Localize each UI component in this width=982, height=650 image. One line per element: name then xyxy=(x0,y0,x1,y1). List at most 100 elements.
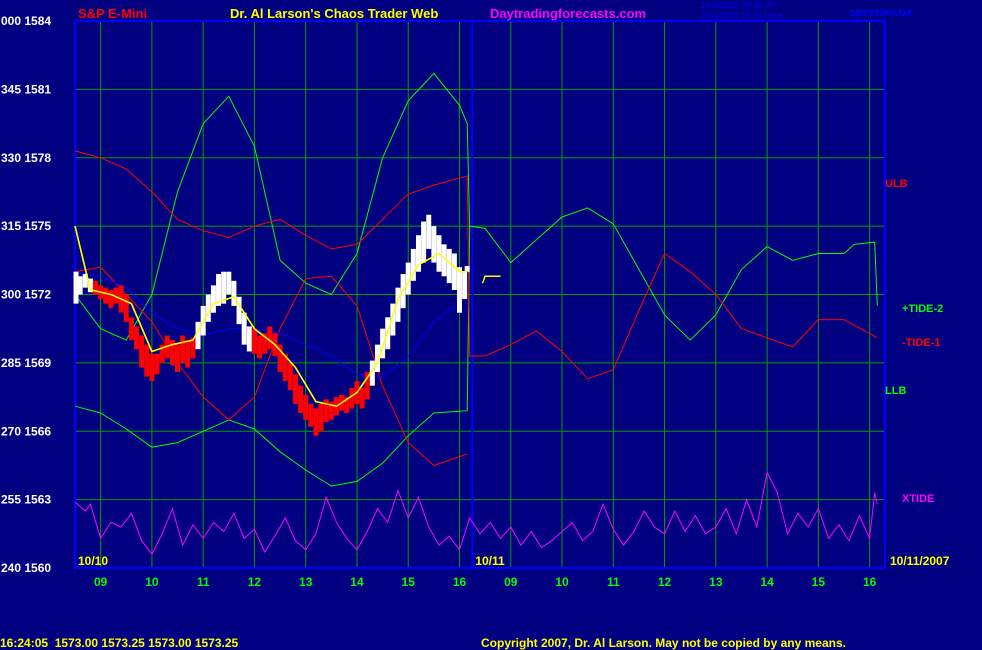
price-bar xyxy=(236,296,242,325)
price-bar xyxy=(405,262,411,295)
price-bar xyxy=(446,248,452,284)
price-bar xyxy=(108,289,114,309)
price-bar xyxy=(328,401,334,420)
price-bar xyxy=(251,328,257,354)
price-bar xyxy=(205,294,211,322)
price-bar xyxy=(231,280,237,306)
price-bar xyxy=(144,344,150,377)
y-tick-label: 330 1578 xyxy=(1,151,51,165)
label-xtide: XTIDE xyxy=(902,493,934,505)
x-tick-label: 16 xyxy=(863,575,877,589)
price-bar xyxy=(128,317,134,341)
x-tick-label: 12 xyxy=(658,575,672,589)
copyright-notice: Copyright 2007, Dr. Al Larson. May not b… xyxy=(481,636,846,650)
chart-title: Dr. Al Larson's Chaos Trader Web xyxy=(230,6,438,21)
x-tick-label: 10 xyxy=(555,575,569,589)
price-bar xyxy=(374,344,380,372)
price-bar xyxy=(175,344,181,372)
y-tick-label: 285 1569 xyxy=(1,356,51,370)
price-bar xyxy=(190,337,196,359)
price-bar xyxy=(395,287,401,322)
price-bar xyxy=(298,385,304,414)
series-avg_blue xyxy=(74,271,468,378)
price-bar xyxy=(421,221,427,263)
date-label-start: 10/10 xyxy=(78,554,108,568)
price-bar xyxy=(134,326,140,350)
price-bar xyxy=(303,394,309,420)
chart-labels: 000 1584 345 1581 330 1578 315 1575 300 1572… xyxy=(1,14,950,589)
price-bar xyxy=(169,340,175,366)
x-tick-label: 13 xyxy=(709,575,723,589)
price-bar xyxy=(82,273,88,288)
x-tick-label: 14 xyxy=(760,575,774,589)
price-bar xyxy=(210,285,216,313)
price-bar xyxy=(113,287,119,304)
quote-readout: 16:24:05 1573.00 1573.25 1573.00 1573.25 xyxy=(0,636,239,650)
y-tick-label: 345 1581 xyxy=(1,82,51,96)
price-bar xyxy=(139,335,145,368)
price-bars xyxy=(73,214,470,436)
website-link[interactable]: Daytradingforecasts.com xyxy=(490,6,646,21)
price-bar xyxy=(216,273,222,306)
y-tick-label: 240 1560 xyxy=(1,561,51,575)
x-tick-label: 16 xyxy=(453,575,467,589)
x-tick-label: 12 xyxy=(248,575,262,589)
label-tide2: +TIDE-2 xyxy=(902,303,943,315)
price-bar xyxy=(292,374,298,404)
y-tick-label: 255 1563 xyxy=(1,493,51,507)
price-bar xyxy=(149,353,155,382)
x-tick-label: 13 xyxy=(299,575,313,589)
price-bar xyxy=(262,333,268,354)
y-tick-label: 000 1584 xyxy=(1,14,51,28)
chart-grid xyxy=(74,20,886,569)
series-ulb_green xyxy=(74,207,878,487)
series-llb_green xyxy=(74,72,471,341)
price-bar xyxy=(103,287,109,304)
price-bar xyxy=(93,280,99,295)
x-tick-label: 09 xyxy=(504,575,518,589)
x-tick-label: 14 xyxy=(350,575,364,589)
price-bar xyxy=(267,326,273,350)
y-tick-label: 315 1575 xyxy=(1,219,51,233)
price-bar xyxy=(226,271,232,295)
price-bar xyxy=(180,335,186,363)
price-bar xyxy=(364,371,370,400)
label-ulb: ULB xyxy=(885,178,908,190)
price-bar xyxy=(464,266,470,272)
series-xtide xyxy=(74,470,878,556)
price-bar xyxy=(87,278,93,293)
timestamp-ut: 10/10/2007 20:30 UT xyxy=(700,1,775,10)
price-bar xyxy=(318,403,324,432)
price-bar xyxy=(462,271,468,300)
price-bar xyxy=(451,253,457,290)
y-tick-label: 270 1566 xyxy=(1,424,51,438)
y-tick-label: 300 1572 xyxy=(1,288,51,302)
label-llb: LLB xyxy=(885,385,906,397)
price-bar xyxy=(277,344,283,372)
series-avg-yellow-overlay xyxy=(74,225,468,408)
x-tick-label: 15 xyxy=(402,575,416,589)
timestamp-local: 10/11/2007 15:20 Local xyxy=(700,11,783,20)
series-next_yellow xyxy=(481,275,501,284)
x-tick-label: 10 xyxy=(145,575,159,589)
price-bar xyxy=(282,353,288,382)
price-bar xyxy=(287,362,293,391)
price-bar xyxy=(415,235,421,272)
price-bar xyxy=(154,353,160,375)
price-bar xyxy=(308,403,314,427)
price-bar xyxy=(73,271,79,304)
price-bar xyxy=(349,387,355,409)
price-bar xyxy=(426,214,432,249)
label-tide1: -TIDE-1 xyxy=(902,337,941,349)
price-bar xyxy=(257,335,263,359)
date-label-end: 10/11/2007 xyxy=(890,554,950,568)
instrument-label: S&P E-Mini xyxy=(78,6,147,21)
price-bar xyxy=(441,244,447,277)
price-bar xyxy=(369,360,375,386)
price-bar xyxy=(241,312,247,345)
price-bar xyxy=(410,248,416,281)
price-bar xyxy=(431,226,437,263)
price-bar xyxy=(313,408,319,436)
price-bar xyxy=(185,340,191,368)
